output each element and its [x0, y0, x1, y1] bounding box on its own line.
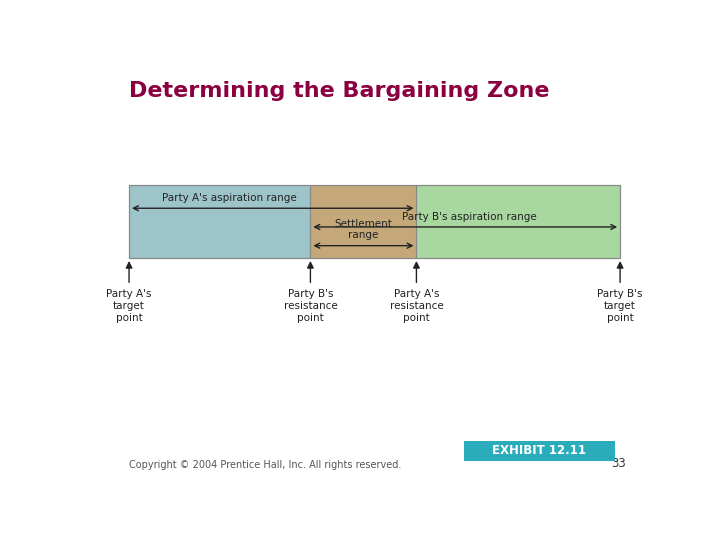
Text: Party A's
resistance
point: Party A's resistance point: [390, 289, 444, 322]
Bar: [129, 185, 620, 258]
Text: EXHIBIT 12.11: EXHIBIT 12.11: [492, 444, 586, 457]
Text: 33: 33: [611, 457, 626, 470]
Text: Settlement
range: Settlement range: [335, 219, 392, 240]
Bar: [464, 441, 615, 461]
Text: Copyright © 2004 Prentice Hall, Inc. All rights reserved.: Copyright © 2004 Prentice Hall, Inc. All…: [129, 460, 402, 470]
Bar: [310, 185, 416, 258]
Text: Party B's
target
point: Party B's target point: [598, 289, 643, 322]
Text: Party B's aspiration range: Party B's aspiration range: [402, 212, 537, 221]
Bar: [416, 185, 620, 258]
Text: Party A's
target
point: Party A's target point: [107, 289, 152, 322]
Text: Party B's
resistance
point: Party B's resistance point: [284, 289, 337, 322]
Text: Determining the Bargaining Zone: Determining the Bargaining Zone: [129, 82, 549, 102]
Bar: [129, 185, 310, 258]
Text: Party A's aspiration range: Party A's aspiration range: [162, 193, 297, 203]
